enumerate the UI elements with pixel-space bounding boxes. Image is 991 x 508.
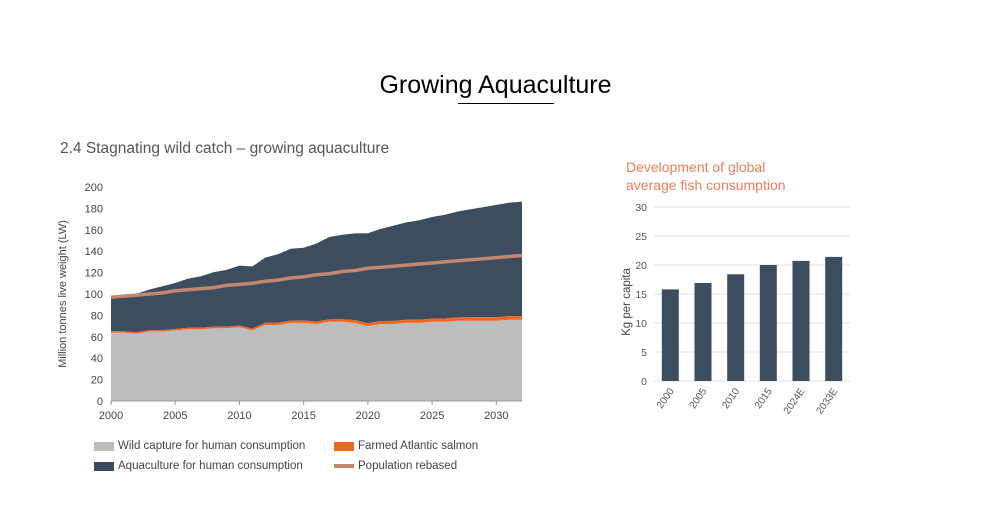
x-tick-label: 2020 <box>356 410 380 422</box>
bar-2010 <box>727 274 745 381</box>
title-underline <box>458 103 554 104</box>
bar-2005 <box>694 283 712 381</box>
bar-2000 <box>661 289 679 381</box>
y-tick-label: 20 <box>635 260 647 272</box>
x-tick-label: 2005 <box>163 410 187 422</box>
legend-label-wild: Wild capture for human consumption <box>118 440 306 452</box>
series-area-wild-capture <box>111 319 522 401</box>
x-tick-label: 2030 <box>484 410 508 422</box>
x-tick-label: 2005 <box>688 386 710 411</box>
legend-item-aquaculture: Aquaculture for human consumption <box>94 460 303 472</box>
left-chart-heading: 2.4 Stagnating wild catch – growing aqua… <box>60 140 390 157</box>
legend-item-population: Population rebased <box>334 460 457 472</box>
bar-2024E <box>792 260 810 381</box>
bar-2015 <box>759 265 777 381</box>
y-tick-label: 160 <box>85 225 103 237</box>
legend-swatch-population <box>334 464 354 468</box>
y-tick-label: 200 <box>85 182 103 194</box>
x-tick-label: 2000 <box>655 386 677 411</box>
y-tick-label: 180 <box>85 203 103 215</box>
page-title: Growing Aquaculture <box>379 71 612 99</box>
x-tick-label: 2033E <box>815 386 841 416</box>
y-tick-label: 25 <box>635 231 647 243</box>
y-tick-label: 40 <box>91 353 103 365</box>
legend-item-wild: Wild capture for human consumption <box>94 440 305 452</box>
series-area-farmed-salmon <box>111 316 522 334</box>
x-tick-label: 2010 <box>720 386 742 411</box>
x-tick-label: 2015 <box>291 410 315 422</box>
y-tick-label: 60 <box>91 332 103 344</box>
y-tick-label: 20 <box>91 375 103 387</box>
y-tick-label: 5 <box>641 347 647 359</box>
y-tick-label: 15 <box>635 289 647 301</box>
bar-chart-title-line2: average fish consumption <box>626 177 786 193</box>
y-tick-label: 10 <box>635 318 647 330</box>
legend-item-salmon: Farmed Atlantic salmon <box>334 440 478 452</box>
x-tick-label: 2010 <box>227 410 251 422</box>
legend-label-aquaculture: Aquaculture for human consumption <box>118 460 303 472</box>
y-tick-label: 0 <box>641 376 647 388</box>
series-area-aquaculture <box>111 201 522 333</box>
y-tick-label: 140 <box>85 246 103 258</box>
y-axis-label: Million tonnes live weight (LW) <box>57 220 69 368</box>
legend-label-salmon: Farmed Atlantic salmon <box>358 440 479 452</box>
y-tick-label: 80 <box>91 310 103 322</box>
x-tick-label: 2015 <box>753 386 775 411</box>
x-tick-label: 2025 <box>420 410 444 422</box>
legend-swatch-wild <box>94 441 114 451</box>
legend-swatch-aquaculture <box>94 461 114 471</box>
bar-chart-title-line1: Development of global <box>626 159 765 175</box>
legend-label-population: Population rebased <box>358 460 458 472</box>
y-tick-label: 120 <box>85 268 103 280</box>
bar-2033E <box>825 256 843 381</box>
series-line-population <box>110 253 523 299</box>
x-tick-label: 2024E <box>782 386 808 416</box>
x-tick-label: 2000 <box>99 410 123 422</box>
y-tick-label: 30 <box>635 202 647 214</box>
y-tick-label: 100 <box>85 289 103 301</box>
y-axis-label: Kg per capita <box>621 268 633 336</box>
y-tick-label: 0 <box>97 396 103 408</box>
legend-swatch-salmon <box>334 441 354 451</box>
